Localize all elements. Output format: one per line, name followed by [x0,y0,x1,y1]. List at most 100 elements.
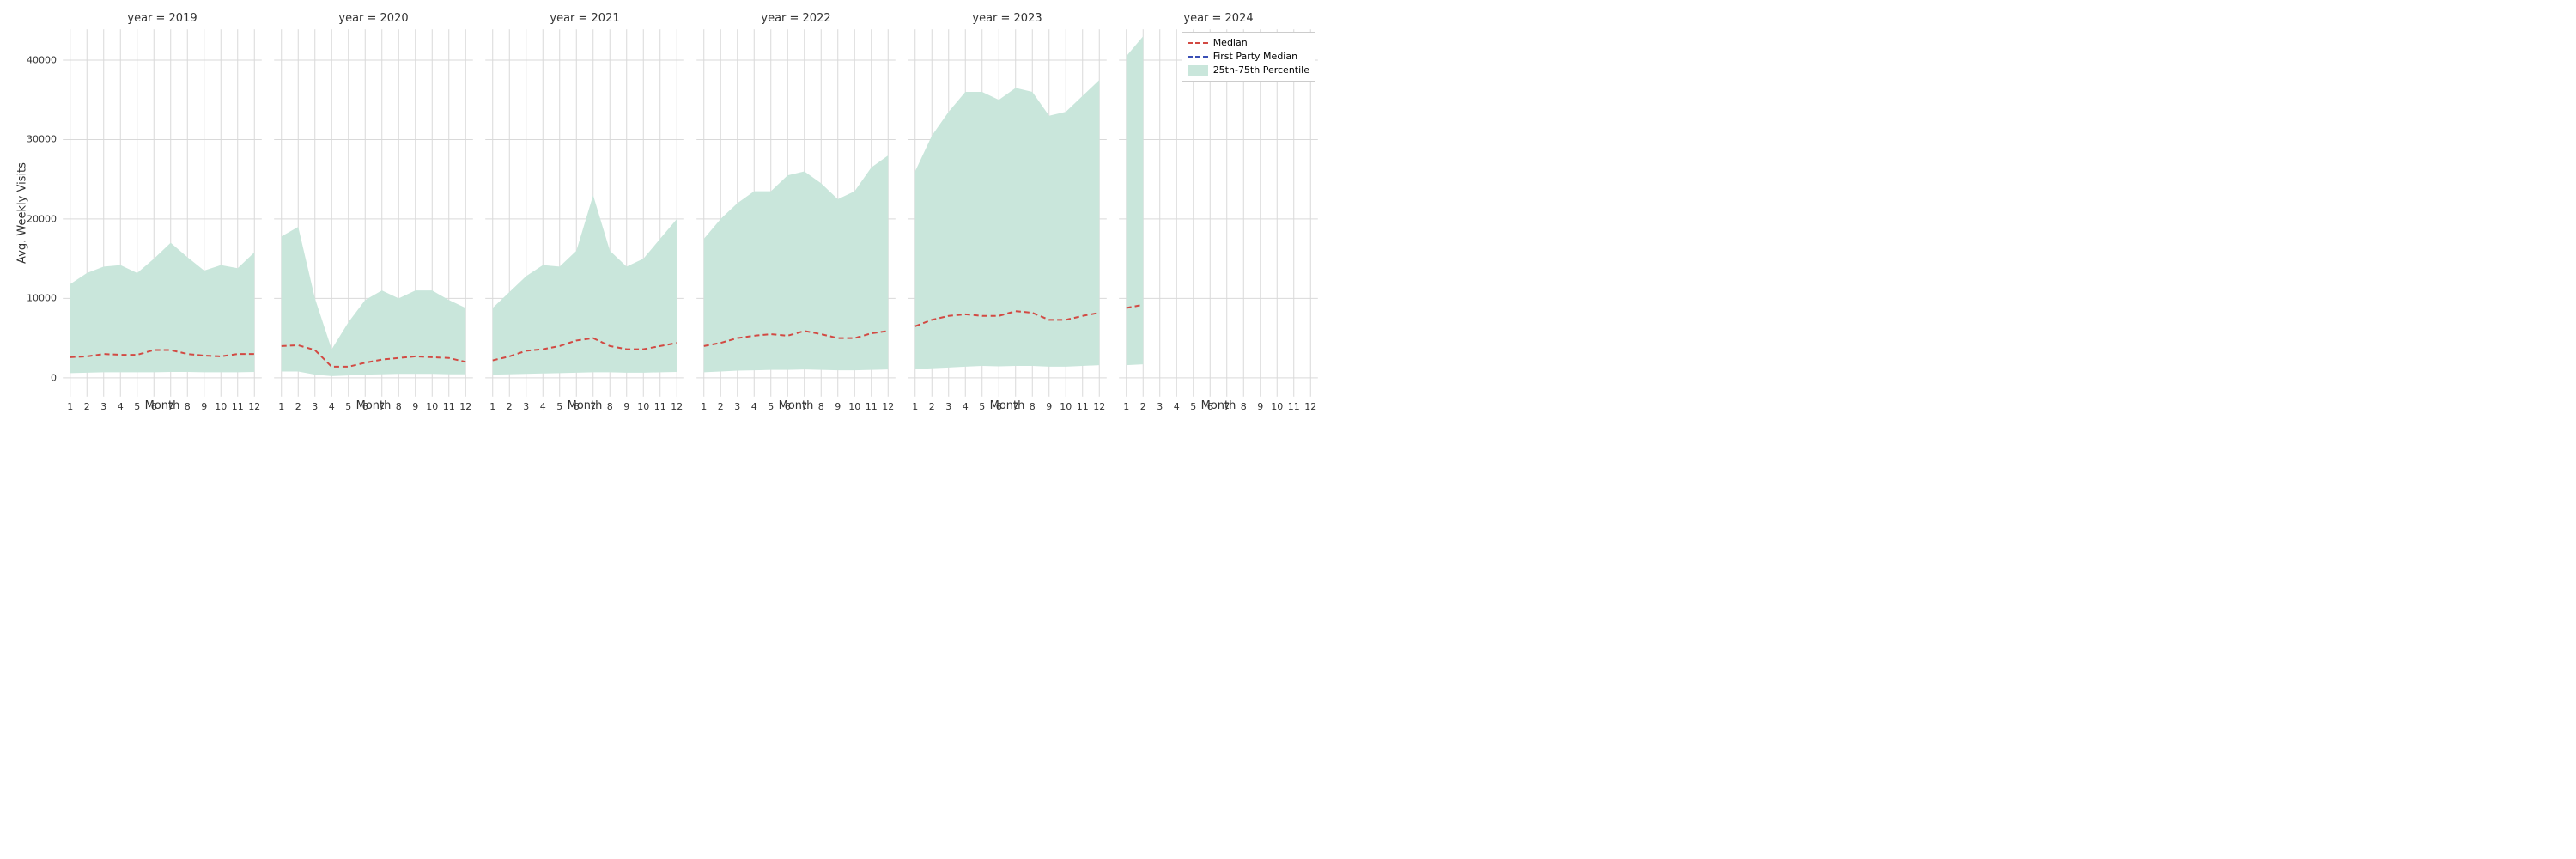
xtick-label: 10 [426,401,438,412]
xtick-label: 12 [882,401,894,412]
legend-label: Median [1213,36,1248,50]
panel-title: year = 2020 [273,12,474,25]
xtick-label: 12 [671,401,683,412]
xtick-label: 11 [1288,401,1300,412]
xtick-label: 4 [540,401,546,412]
xtick-label: 1 [278,401,284,412]
xtick-label: 3 [100,401,106,412]
ytick-label: 0 [51,372,57,383]
panel-title: year = 2022 [696,12,896,25]
ytick-label: 20000 [27,213,57,224]
xtick-label: 4 [1174,401,1180,412]
legend-line-icon [1188,42,1208,44]
xtick-label: 9 [412,401,418,412]
ytick-label: 30000 [27,134,57,145]
xtick-label: 1 [701,401,707,412]
panel-2022: year = 2022123456789101112Month [696,12,896,412]
xtick-label: 7 [590,401,596,412]
panel-title: year = 2021 [484,12,685,25]
panel-title: year = 2024 [1118,12,1319,25]
xtick-label: 8 [607,401,613,412]
xtick-label: 5 [768,401,774,412]
xtick-label: 5 [134,401,140,412]
xtick-label: 10 [848,401,860,412]
xtick-label: 2 [1140,401,1146,412]
xtick-label: 2 [718,401,724,412]
xtick-label: 11 [1077,401,1089,412]
chart-svg [62,28,263,398]
xtick-label: 11 [232,401,244,412]
xtick-label: 10 [1060,401,1072,412]
xtick-label: 8 [1241,401,1247,412]
legend-label: First Party Median [1213,50,1297,64]
chart-svg [484,28,685,398]
percentile-band [915,80,1100,369]
xtick-label: 9 [1257,401,1263,412]
xtick-label: 11 [866,401,878,412]
xtick-label: 6 [151,401,157,412]
xtick-label: 7 [1224,401,1230,412]
legend-fill-icon [1188,65,1208,76]
xtick-label: 7 [801,401,807,412]
legend-label: 25th-75th Percentile [1213,64,1309,77]
legend-item: Median [1188,36,1309,50]
facet-chart: year = 2019Avg. Weekly Visits01000020000… [9,9,2567,412]
chart-svg [273,28,474,398]
xtick-label: 6 [1207,401,1213,412]
legend-item: 25th-75th Percentile [1188,64,1309,77]
xtick-label: 5 [345,401,351,412]
xtick-label: 12 [459,401,471,412]
xtick-label: 6 [362,401,368,412]
ytick-label: 10000 [27,293,57,304]
xtick-label: 12 [248,401,260,412]
xtick-label: 12 [1304,401,1316,412]
chart-svg [696,28,896,398]
panel-row: year = 2019Avg. Weekly Visits01000020000… [62,12,2567,412]
xtick-label: 5 [979,401,985,412]
xtick-label: 3 [734,401,740,412]
xtick-label: 4 [329,401,335,412]
xtick-label: 10 [1271,401,1283,412]
legend-item: First Party Median [1188,50,1309,64]
xtick-label: 7 [379,401,385,412]
legend: MedianFirst Party Median25th-75th Percen… [1182,32,1315,82]
xtick-label: 9 [623,401,629,412]
panel-2024: year = 2024123456789101112MedianFirst Pa… [1118,12,1319,412]
xtick-label: 3 [1157,401,1163,412]
percentile-band [1127,36,1144,365]
chart-svg [1118,28,1319,398]
xtick-label: 2 [295,401,301,412]
xtick-label: 4 [751,401,757,412]
xtick-label: 10 [215,401,227,412]
xtick-label: 10 [637,401,649,412]
xtick-label: 1 [1123,401,1129,412]
xtick-label: 4 [118,401,124,412]
xtick-label: 5 [1190,401,1196,412]
xtick-label: 8 [818,401,824,412]
xtick-label: 8 [1030,401,1036,412]
xtick-label: 6 [574,401,580,412]
ytick-label: 40000 [27,54,57,65]
panel-2021: year = 2021123456789101112Month [484,12,685,412]
panel-title: year = 2023 [907,12,1108,25]
xtick-label: 9 [1046,401,1052,412]
xtick-label: 1 [67,401,73,412]
xtick-label: 9 [835,401,841,412]
xtick-label: 8 [396,401,402,412]
panel-2020: year = 2020123456789101112Month [273,12,474,412]
xtick-label: 2 [84,401,90,412]
xtick-label: 8 [185,401,191,412]
xtick-label: 1 [489,401,495,412]
panel-2023: year = 2023123456789101112Month [907,12,1108,412]
panel-2019: year = 2019Avg. Weekly Visits01000020000… [62,12,263,412]
xtick-label: 5 [556,401,562,412]
xtick-label: 1 [912,401,918,412]
xtick-label: 6 [996,401,1002,412]
xtick-label: 7 [1012,401,1018,412]
xtick-label: 3 [523,401,529,412]
xtick-label: 3 [945,401,951,412]
xtick-label: 11 [654,401,666,412]
xtick-label: 2 [507,401,513,412]
xtick-label: 7 [167,401,173,412]
xtick-label: 6 [785,401,791,412]
